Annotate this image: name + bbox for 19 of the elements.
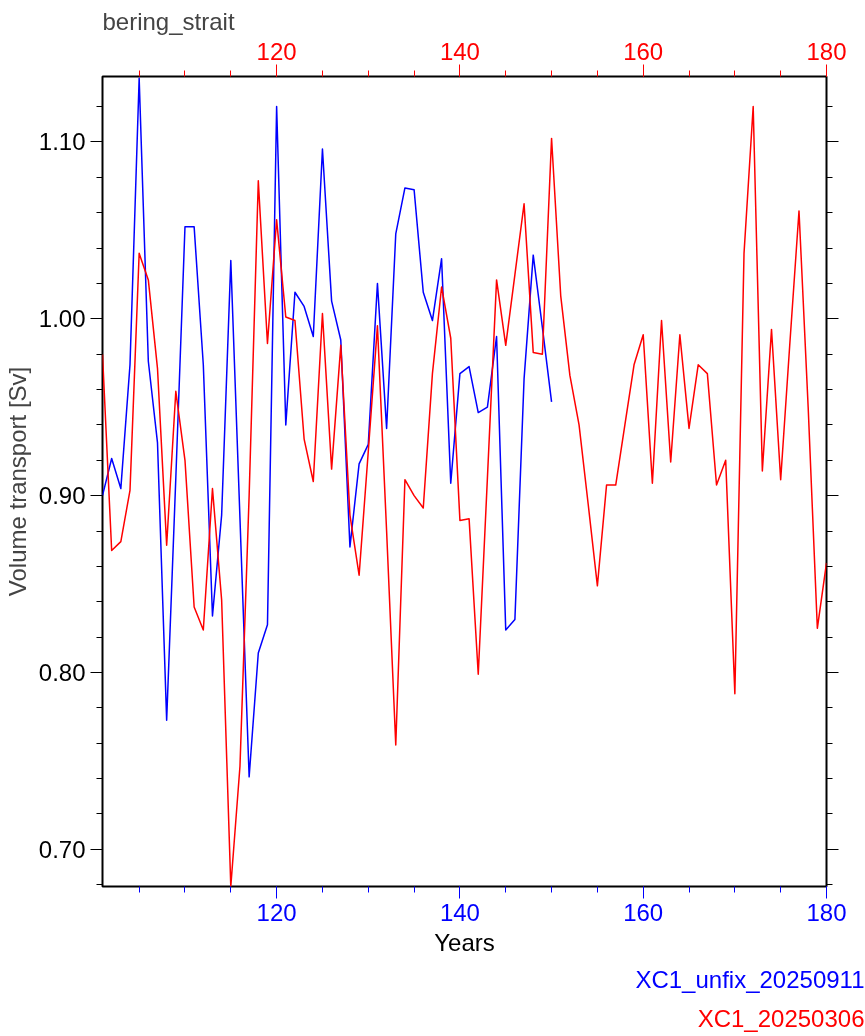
y-tick-label: 1.10 [38, 128, 86, 156]
chart-title: bering_strait [102, 7, 235, 35]
x-tick-label: 120 [256, 37, 297, 65]
x-tick-label: 160 [623, 37, 664, 65]
y-tick-label: 1.00 [38, 305, 86, 333]
text: XC1_20250306 [697, 1004, 865, 1032]
x2-tick-label: 140 [439, 898, 480, 926]
y-axis-title: Volume transport [Sv] [3, 366, 31, 597]
y-tick-label: 0.70 [38, 835, 86, 863]
line-series [102, 77, 553, 778]
y-tick-label: 0.80 [38, 659, 86, 686]
x-tick-label: 140 [439, 37, 480, 65]
x2-tick-label: 160 [623, 898, 664, 926]
x2-tick-label: 120 [256, 898, 297, 926]
x-tick-label: 180 [806, 37, 847, 65]
x-axis-title: Years [434, 928, 495, 956]
y-tick-label: 0.90 [38, 482, 86, 510]
text: XC1_unfix_20250911 [635, 965, 865, 993]
x2-tick-label: 180 [806, 898, 847, 926]
